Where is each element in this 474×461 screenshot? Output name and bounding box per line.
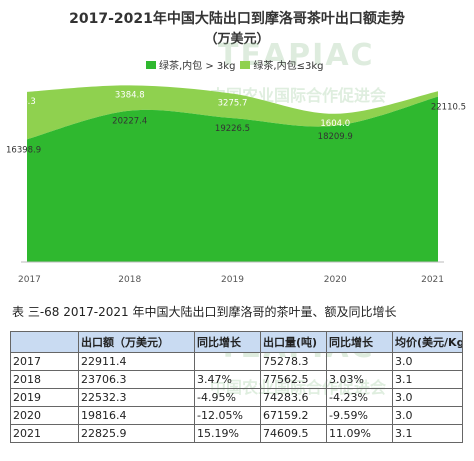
legend-item-large: 绿茶,内包 > 3kg bbox=[146, 57, 235, 72]
table-caption: 表 三-68 2017-2021 年中国大陆出口到摩洛哥的茶叶量、额及同比增长 bbox=[12, 305, 397, 319]
data-label-small-pack: 712.6 bbox=[442, 96, 466, 106]
x-tick-label: 2019 bbox=[221, 275, 244, 285]
cell-export-value: 22532.3 bbox=[78, 388, 195, 407]
cell-export-volume: 77562.5 bbox=[260, 370, 327, 389]
table-row: 2020 19816.4 -12.05% 67159.2 -9.59% 3.0 bbox=[10, 406, 463, 425]
cell-export-value: 22825.9 bbox=[78, 424, 195, 443]
data-label-large-pack: 18209.9 bbox=[318, 132, 353, 142]
cell-export-volume: 67159.2 bbox=[260, 406, 327, 425]
export-table: 出口额（万美元） 同比增长 出口量(吨) 同比增长 均价(美元/Kg) 2017… bbox=[10, 331, 463, 443]
cell-export-volume: 74609.5 bbox=[260, 424, 327, 443]
table-row: 2018 23706.3 3.47% 77562.5 3.03% 3.1 bbox=[10, 370, 463, 389]
table-row: 2017 22911.4 75278.3 3.0 bbox=[10, 352, 463, 371]
data-label-small-pack: 6346.3 bbox=[6, 97, 36, 107]
cell-avg-price: 3.0 bbox=[392, 406, 463, 425]
data-label-small-pack: 3384.8 bbox=[115, 90, 145, 100]
cell-value-growth: -4.95% bbox=[194, 388, 261, 407]
header-value-growth: 同比增长 bbox=[194, 331, 261, 353]
data-label-small-pack: 1604.0 bbox=[320, 119, 350, 129]
cell-year: 2017 bbox=[10, 352, 79, 371]
x-tick-label: 2020 bbox=[324, 275, 347, 285]
table-row: 2019 22532.3 -4.95% 74283.6 -4.23% 3.0 bbox=[10, 388, 463, 407]
cell-value-growth: -12.05% bbox=[194, 406, 261, 425]
legend-swatch-small bbox=[240, 60, 251, 69]
cell-value-growth: 3.47% bbox=[194, 370, 261, 389]
x-tick-label: 2021 bbox=[421, 275, 444, 285]
legend-label-large: 绿茶,内包 > 3kg bbox=[159, 61, 236, 72]
header-year bbox=[10, 331, 79, 353]
cell-volume-growth: 11.09% bbox=[326, 424, 393, 443]
cell-value-growth: 15.19% bbox=[194, 424, 261, 443]
cell-volume-growth: -4.23% bbox=[326, 388, 393, 407]
data-label-large-pack: 16398.9 bbox=[6, 145, 41, 155]
chart-title: 2017-2021年中国大陆出口到摩洛哥茶叶出口额走势 bbox=[69, 11, 405, 27]
legend-swatch-large bbox=[146, 60, 156, 69]
cell-export-volume: 74283.6 bbox=[260, 388, 327, 407]
chart-area: 2017-2021年中国大陆出口到摩洛哥茶叶出口额走势 （万美元） TEAPIA… bbox=[6, 11, 466, 285]
data-label-small-pack: 3275.7 bbox=[218, 99, 248, 109]
data-label-large-pack: 20227.4 bbox=[112, 117, 147, 127]
area-chart-svg: 2017 2018 2019 2020 2021 6346.3 16398.9 3384.8 2… bbox=[6, 85, 466, 285]
cell-avg-price: 3.0 bbox=[392, 352, 463, 371]
cell-year: 2018 bbox=[10, 370, 79, 389]
data-label-large-pack: 22110.5 bbox=[431, 103, 466, 113]
x-tick-label: 2018 bbox=[118, 275, 141, 285]
cell-volume-growth: 3.03% bbox=[326, 370, 393, 389]
cell-avg-price: 3.1 bbox=[392, 424, 463, 443]
area-series-large-pack bbox=[27, 96, 438, 262]
cell-volume-growth: -9.59% bbox=[326, 406, 393, 425]
chart-legend: 绿茶,内包 > 3kg 绿茶,内包≤3kg bbox=[146, 57, 328, 72]
data-label-large-pack: 19226.5 bbox=[215, 124, 250, 134]
area-series-small-pack bbox=[27, 85, 438, 140]
cell-year: 2021 bbox=[10, 424, 79, 443]
chart-subtitle: （万美元） bbox=[204, 32, 270, 47]
table-row: 2021 22825.9 15.19% 74609.5 11.09% 3.1 bbox=[10, 424, 463, 443]
cell-export-value: 19816.4 bbox=[78, 406, 195, 425]
cell-export-value: 22911.4 bbox=[78, 352, 195, 371]
table-header-row: 出口额（万美元） 同比增长 出口量(吨) 同比增长 均价(美元/Kg) bbox=[10, 331, 463, 353]
cell-export-value: 23706.3 bbox=[78, 370, 195, 389]
header-export-value: 出口额（万美元） bbox=[78, 331, 195, 353]
cell-export-volume: 75278.3 bbox=[260, 352, 327, 371]
legend-item-small: 绿茶,内包≤3kg bbox=[240, 57, 323, 72]
cell-volume-growth bbox=[326, 352, 393, 371]
cell-year: 2019 bbox=[10, 388, 79, 407]
cell-value-growth bbox=[194, 352, 261, 371]
cell-year: 2020 bbox=[10, 406, 79, 425]
cell-avg-price: 3.1 bbox=[392, 370, 463, 389]
x-tick-label: 2017 bbox=[18, 275, 41, 285]
header-volume-growth: 同比增长 bbox=[326, 331, 393, 353]
cell-avg-price: 3.0 bbox=[392, 388, 463, 407]
legend-label-small: 绿茶,内包≤3kg bbox=[253, 61, 324, 72]
header-export-volume: 出口量(吨) bbox=[260, 331, 327, 353]
header-avg-price: 均价(美元/Kg) bbox=[392, 331, 463, 353]
